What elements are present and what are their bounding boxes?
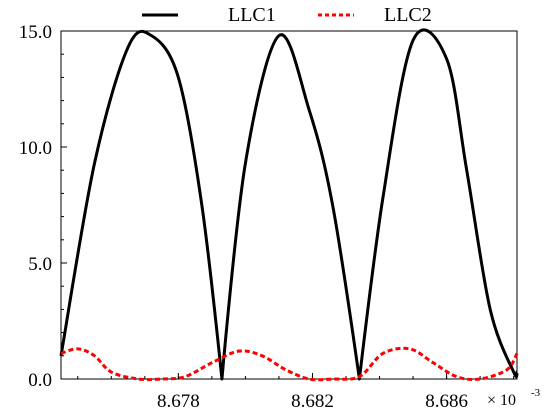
x-tick-label: 8.682 [291,391,334,412]
legend: LLC1 LLC2 [142,4,432,26]
series-line-llc2 [60,346,519,382]
x-axis-exponent-power: -3 [531,387,541,399]
series-layer [59,28,519,382]
x-axis-exponent-base: × 10 [487,392,516,409]
legend-label-llc1: LLC1 [228,4,276,26]
series-line-llc1 [59,28,519,381]
legend-label-llc2: LLC2 [384,4,432,26]
x-tick-label: 8.678 [157,391,200,412]
y-tick-label: 10.0 [19,138,52,159]
x-tick-label: 8.686 [425,391,468,412]
y-tick-label: 5.0 [28,254,52,275]
y-tick-label: 0.0 [28,370,52,391]
plot-area-frame [60,30,518,380]
y-tick-label: 15.0 [19,22,52,43]
y-axis-ticks: 0.0 5.0 10.0 15.0 [19,22,67,391]
x-axis-exponent: × 10 -3 [487,387,541,409]
x-axis-ticks: 8.678 8.682 8.686 [77,373,515,412]
